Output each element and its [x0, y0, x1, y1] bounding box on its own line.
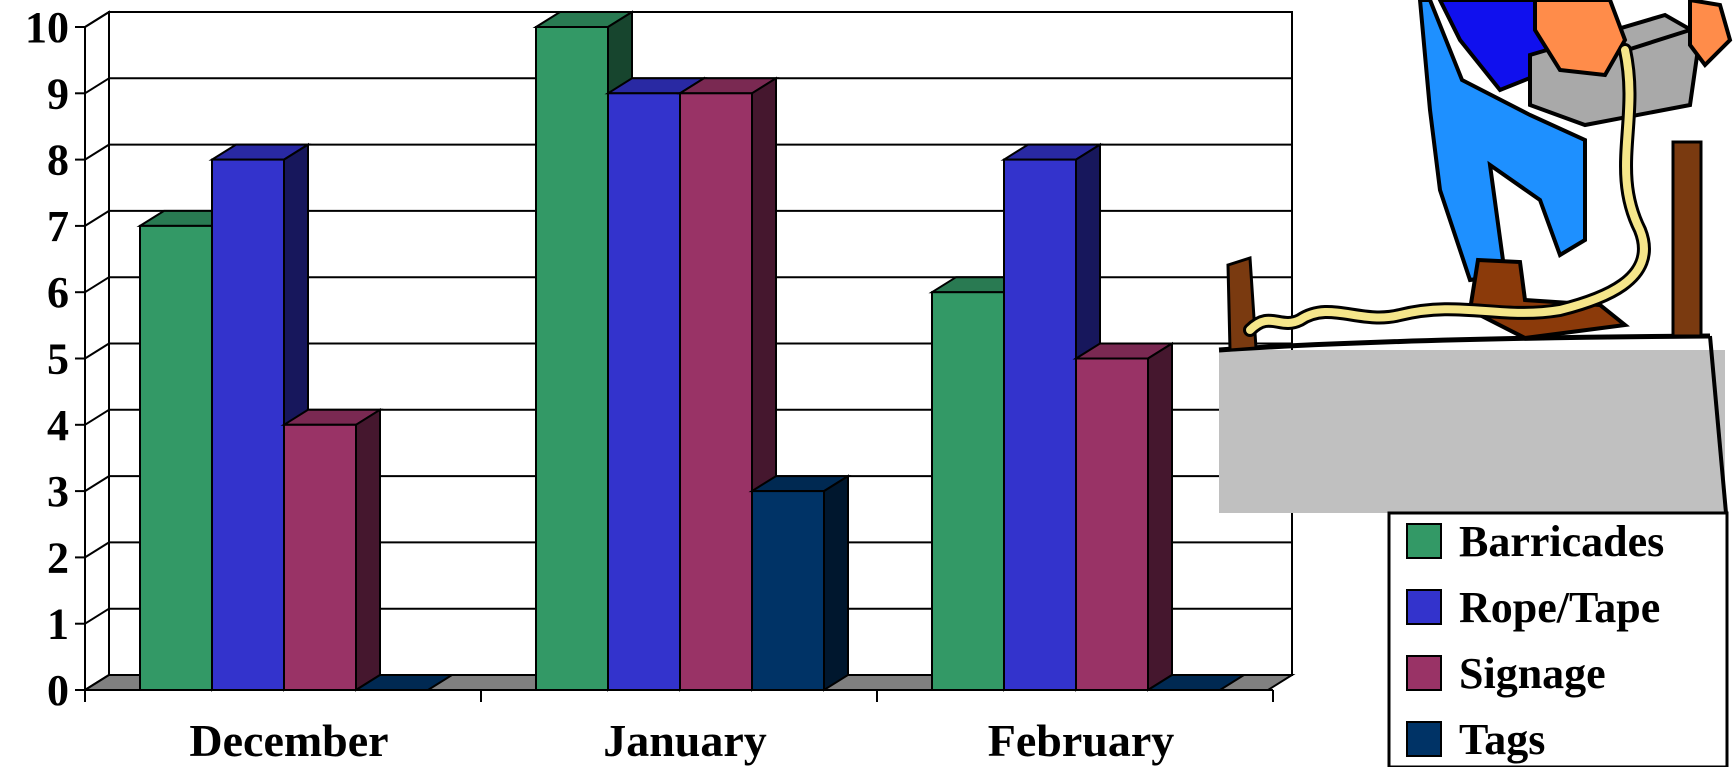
bar-front — [139, 224, 213, 691]
gridline-depth — [84, 342, 110, 360]
x-category-label: December — [189, 715, 388, 766]
y-tick-label: 3 — [47, 467, 69, 516]
bar-signage-february — [1072, 341, 1176, 692]
bar-tags-january — [748, 474, 852, 692]
y-axis: 0 1 2 3 4 5 6 7 8 9 10 — [25, 3, 86, 715]
y-tick-label: 9 — [47, 69, 69, 118]
y-tick-label: 4 — [47, 401, 69, 450]
legend-box — [1387, 511, 1729, 767]
bar-side — [823, 474, 849, 692]
worker-with-rope-icon — [1218, 0, 1733, 514]
x-category-label: February — [988, 715, 1175, 766]
bar-front — [607, 92, 681, 692]
x-category-label: January — [603, 715, 767, 766]
bar-front — [1075, 357, 1149, 691]
bar-front — [931, 291, 1005, 691]
bar-front — [211, 158, 285, 692]
y-tick-label: 2 — [47, 533, 69, 582]
gridline-depth — [84, 77, 110, 95]
legend-label-tags: Tags — [1459, 715, 1545, 764]
legend-label-barricades: Barricades — [1459, 517, 1664, 566]
ground-slab — [1219, 350, 1725, 513]
legend: Barricades Rope/Tape Signage Tags — [1387, 511, 1729, 767]
gridline-depth — [84, 541, 110, 559]
y-tick-label: 8 — [47, 136, 69, 185]
legend-swatch-tags — [1406, 721, 1442, 757]
bar-signage-december — [280, 407, 384, 692]
gridline-depth — [84, 11, 110, 28]
gridline-depth — [84, 607, 110, 625]
gridline-depth — [84, 276, 110, 294]
y-tick-label: 5 — [47, 335, 69, 384]
y-tick-label: 6 — [47, 268, 69, 317]
bar-side — [1147, 341, 1173, 692]
bar-side — [355, 407, 381, 692]
y-tick-label: 7 — [47, 202, 69, 251]
bar-front — [535, 26, 609, 691]
bars — [136, 10, 1248, 692]
legend-swatch-barricades — [1406, 523, 1442, 559]
bar-front — [283, 423, 357, 691]
legend-swatch-signage — [1406, 655, 1442, 691]
bar-front — [679, 92, 753, 692]
y-tick-label: 10 — [25, 3, 69, 52]
y-tick-label: 0 — [47, 666, 69, 715]
x-axis: December January February — [84, 689, 1274, 766]
bar-front — [751, 490, 825, 691]
gridline-depth — [84, 210, 110, 227]
legend-label-rope-tape: Rope/Tape — [1459, 583, 1660, 632]
gridline-depth — [84, 475, 110, 492]
bar-front — [1003, 158, 1077, 692]
gridline-depth — [84, 408, 110, 426]
y-tick-label: 1 — [47, 600, 69, 649]
legend-swatch-rope-tape — [1406, 589, 1442, 625]
legend-label-signage: Signage — [1459, 649, 1606, 698]
gridline-depth — [84, 143, 110, 161]
